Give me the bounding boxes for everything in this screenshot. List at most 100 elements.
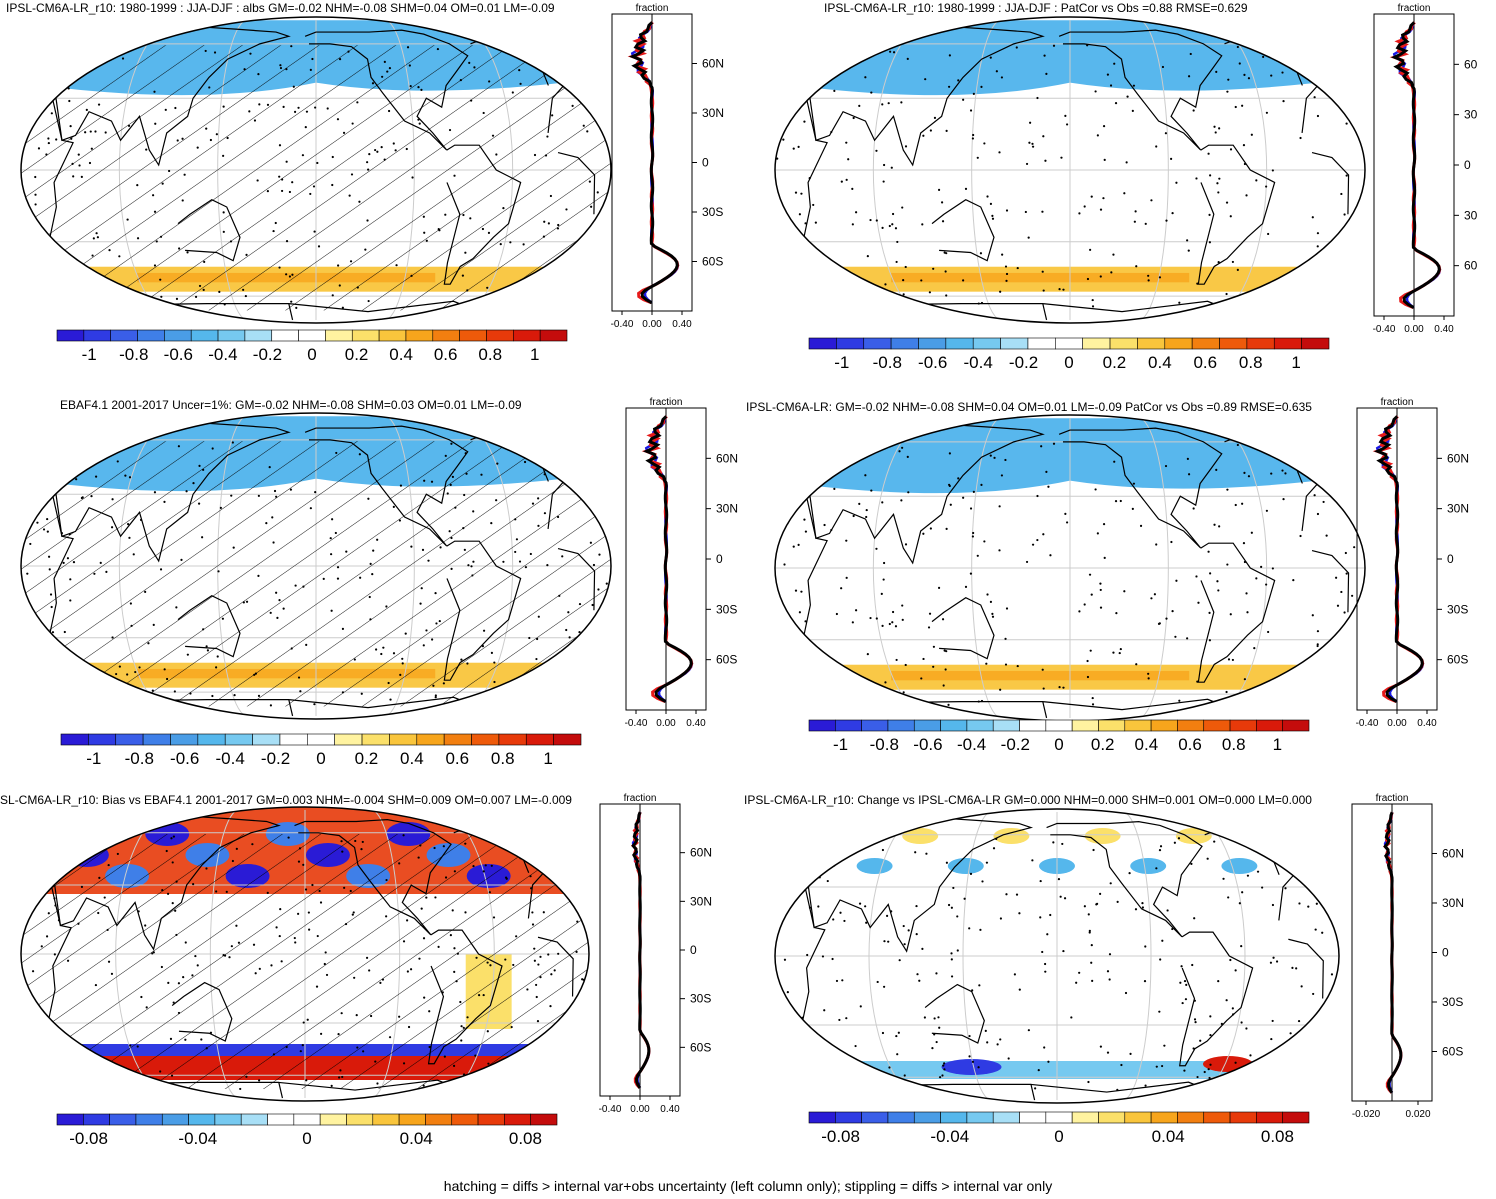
- stipple-dot: [906, 57, 909, 60]
- stipple-dot: [542, 911, 545, 914]
- stipple-dot: [915, 904, 918, 908]
- stipple-dot: [915, 932, 918, 936]
- stipple-dot: [358, 200, 361, 203]
- stipple-dot: [314, 106, 317, 109]
- stipple-dot: [427, 559, 430, 562]
- stipple-dot: [1114, 500, 1118, 503]
- stipple-dot: [1316, 644, 1319, 648]
- stipple-dot: [470, 99, 473, 102]
- colorbar-swatch: [224, 733, 253, 746]
- stipple-dot: [107, 863, 110, 867]
- stipple-dot: [175, 933, 178, 937]
- colorbar-swatch: [1098, 719, 1126, 732]
- colorbar-swatch: [1177, 1111, 1205, 1124]
- lat-label: 60N: [1447, 451, 1469, 465]
- stipple-dot: [1052, 44, 1056, 47]
- colorbar-swatch: [890, 337, 919, 350]
- stipple-dot: [924, 78, 927, 81]
- stipple-dot: [1052, 841, 1055, 844]
- colorbar-swatch: [188, 1113, 216, 1126]
- stipple-dot: [1064, 512, 1067, 515]
- map-content: [21, 413, 611, 719]
- graticule-lon: [1140, 19, 1169, 321]
- stipple-dot: [814, 221, 817, 224]
- stipple-dot: [817, 905, 820, 908]
- stipple-dot: [313, 703, 316, 706]
- stipple-dot: [836, 298, 839, 302]
- stipple-dot: [337, 264, 340, 267]
- stipple-dot: [364, 248, 367, 251]
- stipple-dot: [1215, 468, 1218, 471]
- stipple-dot: [268, 465, 271, 469]
- stipple-dot: [512, 963, 515, 967]
- stipple-dot: [430, 480, 434, 483]
- stipple-dot: [864, 444, 867, 448]
- stipple-dot: [18, 164, 19, 166]
- stipple-dot: [80, 175, 83, 178]
- stipple-dot: [957, 79, 960, 82]
- colorbar-swatch: [416, 733, 445, 746]
- stipple-dot: [44, 480, 47, 483]
- colorbar-tick-label: -1: [833, 735, 848, 754]
- stipple-dot: [539, 955, 542, 958]
- colorbar-swatch: [164, 329, 192, 342]
- stipple-dot: [108, 249, 111, 252]
- lat-label: 0: [1447, 552, 1454, 566]
- stipple-dot: [230, 945, 233, 948]
- colorbar-swatch: [945, 337, 974, 350]
- stipple-dot: [35, 1045, 38, 1049]
- stipple-dot: [582, 124, 585, 127]
- stipple-dot: [29, 659, 32, 663]
- colorbar-swatch: [1256, 1111, 1283, 1124]
- coastline: [931, 597, 995, 660]
- lat-label: 60N: [1442, 847, 1464, 861]
- stipple-dot: [34, 175, 37, 179]
- stipple-dot: [931, 1047, 934, 1050]
- stipple-dot: [127, 124, 131, 127]
- stipple-dot: [222, 211, 225, 214]
- stipple-dot: [428, 1010, 431, 1013]
- stipple-dot: [964, 187, 968, 190]
- stipple-dot: [1158, 276, 1162, 279]
- stipple-dot: [271, 516, 274, 519]
- stipple-dot: [929, 129, 932, 132]
- stipple-dot: [431, 638, 434, 641]
- stipple-dot: [128, 536, 131, 539]
- stipple-dot: [293, 110, 297, 113]
- stipple-dot: [531, 911, 534, 914]
- stipple-dot: [1091, 305, 1095, 308]
- stipple-dot: [340, 840, 343, 843]
- stipple-dot: [1161, 65, 1165, 69]
- stipple-dot: [1113, 460, 1116, 463]
- stipple-dot: [510, 305, 514, 308]
- colorbar-swatch: [214, 1113, 242, 1126]
- stipple-dot: [980, 699, 984, 703]
- stipple-dot: [176, 139, 179, 142]
- stipple-dot: [1175, 181, 1178, 184]
- change-neg: [941, 1059, 1002, 1075]
- stipple-dot: [869, 616, 872, 620]
- stipple-dot: [398, 1015, 401, 1018]
- stipple-dot: [374, 1060, 377, 1063]
- stipple-dot: [356, 286, 359, 289]
- stipple-dot: [183, 173, 186, 176]
- stipple-dot: [863, 836, 867, 839]
- stipple-dot: [50, 112, 53, 115]
- stipple-dot: [84, 131, 87, 134]
- stipple-dot: [1043, 962, 1047, 966]
- stipple-dot: [436, 47, 439, 51]
- colorbar-swatch: [83, 1113, 110, 1126]
- stipple-dot: [571, 104, 574, 107]
- stipple-dot: [159, 1070, 162, 1073]
- stipple-dot: [460, 658, 463, 661]
- stipple-dot: [559, 872, 562, 876]
- stipple-dot: [1315, 902, 1318, 905]
- stipple-dot: [54, 857, 57, 860]
- x-tick-label: -0.40: [1373, 324, 1396, 335]
- stipple-dot: [807, 876, 810, 879]
- colorbar-tick-label: 1: [543, 749, 552, 768]
- stipple-dot: [1031, 145, 1035, 148]
- stipple-dot: [1272, 956, 1275, 959]
- colorbar-tick-label: -0.2: [261, 749, 290, 768]
- graticule-lon: [971, 19, 1000, 321]
